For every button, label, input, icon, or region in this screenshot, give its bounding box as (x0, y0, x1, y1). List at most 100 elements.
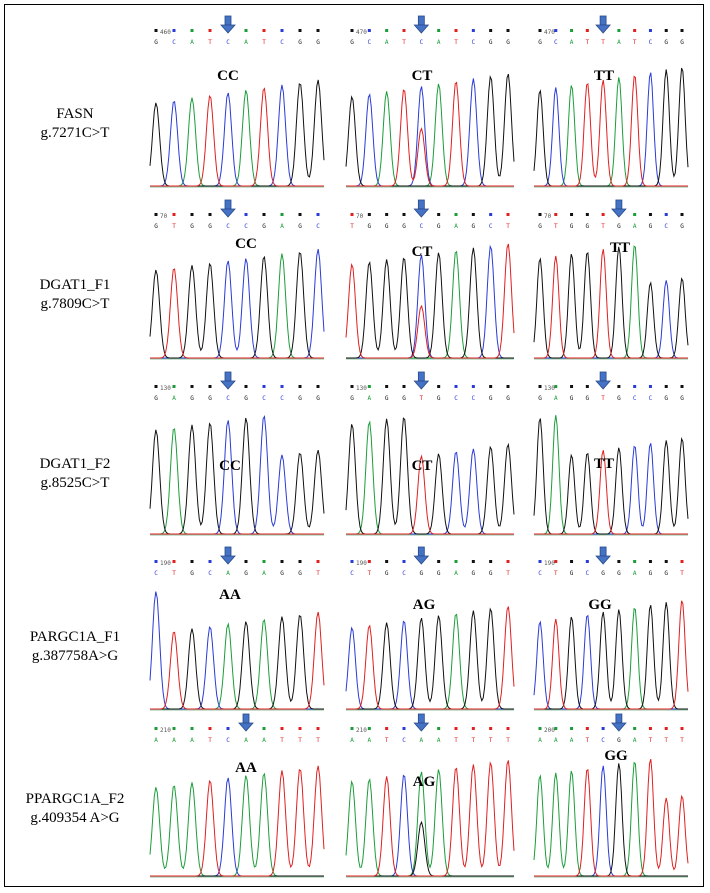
trace-c (346, 244, 514, 359)
position-number: 190 (356, 560, 367, 567)
base-marker (506, 727, 510, 730)
position-number: 190 (160, 560, 171, 567)
base-call: G (402, 395, 406, 402)
base-call: G (601, 570, 605, 577)
variant-name: g.7809C>T (40, 296, 110, 312)
base-marker (648, 385, 652, 388)
chromatogram-panel: 460 G C A T C A T C G G CC (148, 14, 326, 194)
base-marker (280, 385, 284, 388)
base-marker (298, 29, 302, 32)
base-marker (350, 29, 354, 32)
base-call: G (617, 223, 621, 230)
genotype-label: TT (593, 68, 615, 84)
base-call: G (489, 39, 493, 46)
base-marker (350, 213, 354, 216)
snp-arrow-icon (611, 199, 627, 218)
chromatogram-panel: 210 A A T C A A T T T T AG (344, 712, 516, 884)
trace-svg: 70G T G G C C G A G C (149, 199, 325, 360)
trace-c (149, 591, 324, 710)
base-marker (367, 213, 371, 216)
base-marker (280, 213, 284, 216)
base-call: A (633, 570, 637, 577)
position-number: 130 (160, 385, 171, 392)
base-marker (280, 29, 284, 32)
base-marker (617, 385, 621, 388)
base-call: G (385, 570, 389, 577)
base-marker (367, 560, 371, 563)
trace-c (534, 280, 688, 359)
position-number: 70 (160, 213, 168, 220)
base-call: G (190, 223, 194, 230)
trace-a (150, 428, 324, 535)
snp-arrow-icon (413, 371, 430, 390)
base-call: G (154, 39, 158, 46)
base-marker (489, 385, 493, 388)
base-call: A (538, 737, 542, 744)
base-call: T (208, 39, 212, 46)
snp-arrow-icon (595, 15, 611, 34)
base-marker (208, 560, 212, 563)
base-call: T (402, 39, 406, 46)
base-call: G (298, 570, 302, 577)
base-call: C (154, 570, 158, 577)
chromatogram-panel: 70 G T G G C C G A G C CC (148, 198, 326, 366)
trace-t (534, 600, 689, 710)
base-marker (471, 385, 475, 388)
snp-arrow-icon (413, 546, 430, 565)
base-call: C (368, 39, 372, 46)
trace-t (346, 81, 514, 187)
base-call: G (385, 395, 389, 402)
chromatogram-panel: 190 C T G C A G A G G T AA (148, 545, 326, 717)
chromatogram-panel: 200 A A A T C G A T T T GG (532, 712, 690, 884)
base-call: G (298, 39, 302, 46)
base-call: G (368, 223, 372, 230)
base-marker (633, 385, 637, 388)
base-marker (172, 29, 176, 32)
base-marker (471, 29, 475, 32)
base-call: T (664, 737, 668, 744)
base-marker (208, 727, 212, 730)
base-marker (538, 213, 542, 216)
base-marker (506, 29, 510, 32)
base-marker (570, 385, 574, 388)
base-call: G (262, 223, 266, 230)
base-marker (601, 213, 605, 216)
base-call: G (437, 395, 441, 402)
base-call: G (617, 737, 621, 744)
base-marker (489, 29, 493, 32)
base-call: T (280, 737, 284, 744)
base-marker (454, 213, 458, 216)
base-marker (554, 29, 558, 32)
base-call: C (262, 395, 266, 402)
base-call: T (350, 223, 354, 230)
base-marker (437, 385, 441, 388)
base-marker (262, 29, 266, 32)
base-marker (172, 727, 176, 730)
base-call: C (649, 39, 653, 46)
base-marker (190, 29, 194, 32)
chromatogram-panel: 190 C T G C G G A G G T AG (344, 545, 516, 717)
base-marker (617, 29, 621, 32)
base-marker (471, 213, 475, 216)
base-call: A (633, 737, 637, 744)
base-call: A (350, 737, 354, 744)
base-marker (648, 560, 652, 563)
base-call: G (680, 223, 684, 230)
row-label-dgat1-f1: DGAT1_F1 g.7809C>T (8, 276, 142, 314)
position-number: 210 (356, 727, 367, 734)
base-call: C (244, 223, 248, 230)
base-marker (298, 213, 302, 216)
base-call: A (154, 737, 158, 744)
base-call: G (298, 223, 302, 230)
base-call: T (454, 737, 458, 744)
base-call: G (489, 570, 493, 577)
position-number: 470 (356, 29, 367, 36)
base-call: C (420, 223, 424, 230)
gene-name: FASN (56, 106, 94, 122)
base-call: A (570, 39, 574, 46)
base-marker (316, 385, 320, 388)
base-marker (664, 29, 668, 32)
